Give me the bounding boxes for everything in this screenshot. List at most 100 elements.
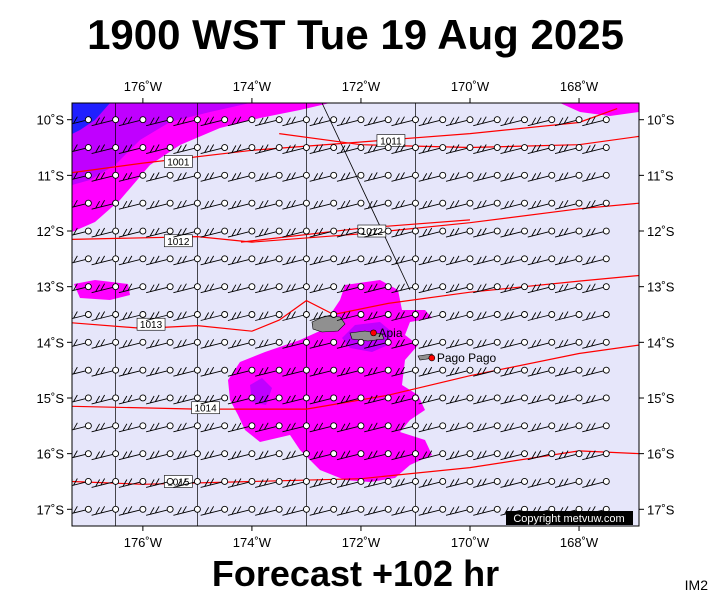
wind-station-circle (603, 200, 609, 206)
wind-station-circle (249, 506, 255, 512)
wind-station-circle (576, 200, 582, 206)
wind-station-circle (113, 117, 119, 123)
wind-station-circle (385, 284, 391, 290)
wind-station-circle (85, 423, 91, 429)
wind-station-circle (331, 312, 337, 318)
wind-station-circle (440, 256, 446, 262)
wind-station-circle (385, 395, 391, 401)
lon-label-bottom: 176˚W (124, 535, 163, 550)
wind-station-circle (385, 506, 391, 512)
wind-station-circle (140, 478, 146, 484)
wind-station-circle (467, 506, 473, 512)
wind-station-circle (412, 284, 418, 290)
wind-station-circle (331, 284, 337, 290)
wind-station-circle (549, 228, 555, 234)
wind-station-circle (249, 172, 255, 178)
wind-station-circle (385, 256, 391, 262)
wind-station-circle (522, 395, 528, 401)
wind-station-circle (358, 506, 364, 512)
wind-station-circle (603, 145, 609, 151)
city-dot (370, 330, 376, 336)
lat-label-right: 13˚S (647, 280, 675, 295)
wind-station-circle (276, 339, 282, 345)
lat-label-right: 14˚S (647, 335, 675, 350)
wind-station-circle (85, 478, 91, 484)
wind-station-circle (494, 145, 500, 151)
wind-station-circle (440, 145, 446, 151)
wind-station-circle (576, 478, 582, 484)
wind-station-circle (467, 423, 473, 429)
wind-station-circle (249, 256, 255, 262)
wind-station-circle (167, 172, 173, 178)
city-name: Pago Pago (437, 351, 497, 365)
wind-station-circle (549, 256, 555, 262)
wind-station-circle (85, 172, 91, 178)
isobar-label: 1001 (164, 155, 192, 168)
wind-station-circle (412, 117, 418, 123)
wind-station-circle (467, 228, 473, 234)
wind-station-circle (412, 506, 418, 512)
wind-station-circle (385, 339, 391, 345)
wind-station-circle (331, 339, 337, 345)
wind-station-circle (276, 256, 282, 262)
wind-station-circle (358, 145, 364, 151)
isobar-value: 1012 (167, 237, 190, 248)
wind-station-circle (167, 506, 173, 512)
wind-station-circle (303, 339, 309, 345)
wind-station-circle (467, 367, 473, 373)
lat-label-left: 14˚S (37, 335, 65, 350)
wind-station-circle (603, 423, 609, 429)
wind-station-circle (140, 339, 146, 345)
wind-station-circle (222, 256, 228, 262)
wind-station-circle (412, 478, 418, 484)
wind-station-circle (303, 256, 309, 262)
wind-station-circle (385, 145, 391, 151)
isobar-label: 1014 (192, 402, 220, 415)
wind-station-circle (113, 451, 119, 457)
wind-station-circle (603, 228, 609, 234)
wind-station-circle (140, 423, 146, 429)
wind-station-circle (167, 228, 173, 234)
lat-label-left: 10˚S (37, 113, 65, 128)
city-name: Apia (378, 326, 402, 340)
lat-label-left: 17˚S (37, 502, 65, 517)
wind-station-circle (522, 423, 528, 429)
wind-station-circle (467, 451, 473, 457)
wind-station-circle (576, 367, 582, 373)
wind-station-circle (603, 284, 609, 290)
wind-station-circle (303, 478, 309, 484)
wind-station-circle (140, 117, 146, 123)
wind-station-circle (358, 339, 364, 345)
wind-station-circle (576, 145, 582, 151)
wind-station-circle (603, 339, 609, 345)
wind-station-circle (331, 145, 337, 151)
wind-station-circle (494, 117, 500, 123)
wind-station-circle (494, 395, 500, 401)
copyright-text: Copyright metvuw.com (513, 513, 624, 525)
wind-station-circle (113, 478, 119, 484)
lon-label-top: 168˚W (560, 79, 599, 94)
wind-station-circle (358, 367, 364, 373)
wind-station-circle (603, 312, 609, 318)
wind-station-circle (222, 312, 228, 318)
wind-station-circle (140, 228, 146, 234)
wind-station-circle (331, 478, 337, 484)
wind-station-circle (113, 228, 119, 234)
wind-station-circle (167, 478, 173, 484)
wind-station-circle (358, 395, 364, 401)
wind-station-circle (85, 256, 91, 262)
wind-station-circle (576, 284, 582, 290)
forecast-map: 1001101110121012101310141015 ApiaPago Pa… (0, 0, 711, 600)
wind-station-circle (576, 423, 582, 429)
copyright-box: Copyright metvuw.com (506, 511, 633, 525)
wind-station-circle (331, 395, 337, 401)
wind-station-circle (440, 367, 446, 373)
wind-station-circle (576, 117, 582, 123)
wind-station-circle (167, 423, 173, 429)
wind-station-circle (85, 145, 91, 151)
wind-station-circle (467, 478, 473, 484)
wind-station-circle (522, 172, 528, 178)
wind-station-circle (113, 200, 119, 206)
wind-station-circle (467, 395, 473, 401)
wind-station-circle (194, 284, 200, 290)
